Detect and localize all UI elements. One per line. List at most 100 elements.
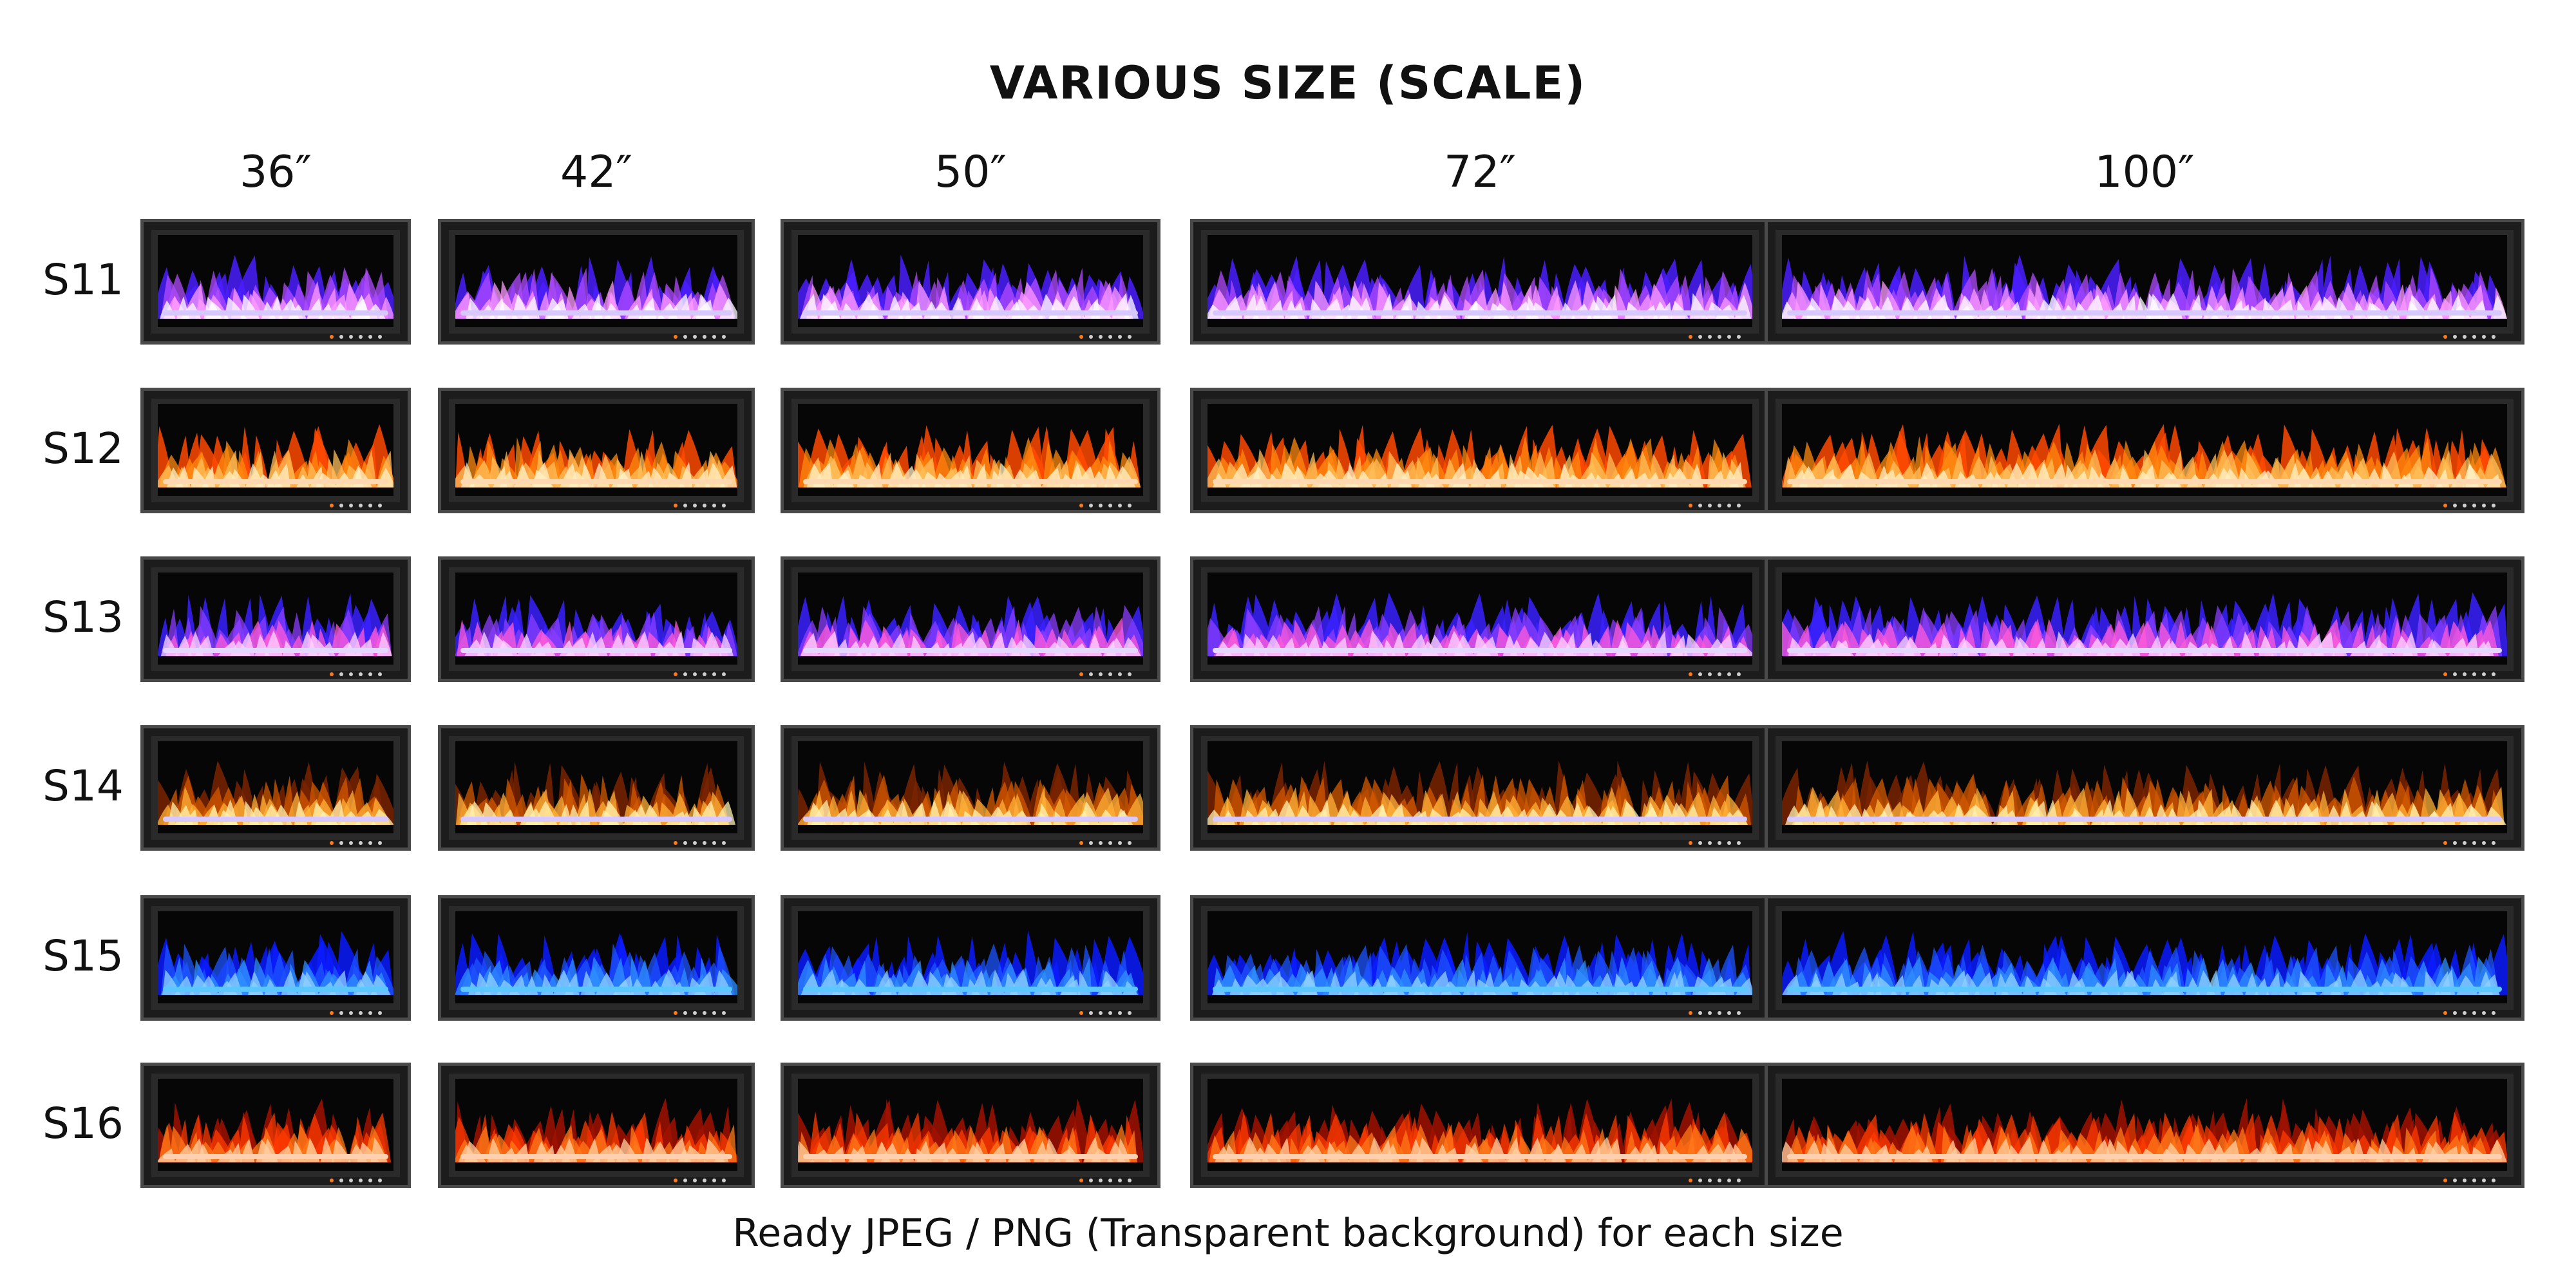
fireplace-image (1190, 895, 1770, 1021)
control-button-dot-icon (693, 1011, 697, 1015)
control-button-dot-icon (1128, 841, 1132, 845)
fireplace-screen (798, 235, 1143, 327)
fireplace-image (438, 388, 755, 513)
fireplace-screen (1782, 911, 2507, 1003)
row-label: S15 (43, 931, 124, 981)
control-button-dot-icon (1718, 1179, 1721, 1182)
control-button-dot-icon (722, 841, 726, 845)
control-button-dot-icon (683, 841, 687, 845)
fireplace-image (1765, 388, 2524, 513)
flame-graphic (158, 424, 393, 488)
control-button-dot-icon (339, 504, 343, 507)
control-button-dot-icon (1737, 1179, 1741, 1182)
control-button-dot-icon (349, 1011, 353, 1015)
control-button-dot-icon (722, 1179, 726, 1182)
control-button-dot-icon (722, 1011, 726, 1015)
ember-bed (1787, 1154, 2502, 1159)
control-button-dot-icon (359, 335, 363, 339)
control-button-dot-icon (1118, 1179, 1122, 1182)
indicator-led-icon (1079, 1179, 1083, 1182)
control-button-dot-icon (1727, 1011, 1731, 1015)
row-label: S16 (43, 1099, 124, 1148)
indicator-led-icon (330, 672, 334, 676)
control-button-dot-icon (368, 1011, 372, 1015)
fireplace-image (1765, 219, 2524, 345)
fireplace-screen (158, 741, 393, 833)
control-panel-dots (1079, 671, 1132, 677)
ember-bed (803, 648, 1138, 653)
fireplace-screen (455, 741, 737, 833)
control-button-dot-icon (349, 504, 353, 507)
indicator-led-icon (1689, 672, 1692, 676)
control-button-dot-icon (1737, 1011, 1741, 1015)
control-button-dot-icon (2463, 504, 2467, 507)
control-button-dot-icon (359, 672, 363, 676)
ember-bed (1213, 310, 1747, 316)
control-button-dot-icon (378, 841, 382, 845)
fireplace-image (1190, 219, 1770, 345)
control-button-dot-icon (359, 1011, 363, 1015)
control-button-dot-icon (683, 504, 687, 507)
control-button-dot-icon (1099, 504, 1103, 507)
fireplace-screen (798, 741, 1143, 833)
fireplace-image (140, 219, 411, 345)
fireplace-screen (1782, 1079, 2507, 1171)
fireplace-image (140, 1063, 411, 1188)
fireplace-image (1765, 1063, 2524, 1188)
control-button-dot-icon (1118, 1011, 1122, 1015)
fireplace-image (140, 895, 411, 1021)
indicator-led-icon (2443, 1011, 2447, 1015)
control-panel-dots (1079, 840, 1132, 846)
control-button-dot-icon (378, 504, 382, 507)
fireplace-image (1190, 725, 1770, 851)
fireplace-screen (455, 1079, 737, 1171)
control-button-dot-icon (2472, 504, 2476, 507)
flame-graphic (798, 596, 1143, 656)
control-button-dot-icon (1737, 335, 1741, 339)
ember-bed (460, 648, 732, 653)
flame-graphic (798, 254, 1143, 319)
fireplace-screen (1782, 235, 2507, 327)
fireplace-image (781, 895, 1160, 1021)
control-button-dot-icon (1108, 841, 1112, 845)
control-button-dot-icon (1089, 335, 1093, 339)
fireplace-image (781, 725, 1160, 851)
control-button-dot-icon (2492, 841, 2496, 845)
control-button-dot-icon (703, 672, 706, 676)
ember-bed (460, 479, 732, 484)
indicator-led-icon (1689, 335, 1692, 339)
control-panel-dots (1689, 840, 1741, 846)
control-button-dot-icon (683, 1179, 687, 1182)
control-button-dot-icon (1099, 335, 1103, 339)
control-button-dot-icon (1698, 1179, 1702, 1182)
ember-bed (1213, 1154, 1747, 1159)
control-button-dot-icon (722, 504, 726, 507)
row-label: S14 (43, 761, 124, 811)
fireplace-screen (455, 911, 737, 1003)
row-label: S11 (43, 255, 124, 305)
control-button-dot-icon (2492, 1011, 2496, 1015)
fireplace-screen (798, 911, 1143, 1003)
fireplace-screen (158, 404, 393, 496)
fireplace-screen (1782, 573, 2507, 665)
control-button-dot-icon (1108, 672, 1112, 676)
indicator-led-icon (1689, 1179, 1692, 1182)
control-panel-dots (1079, 334, 1132, 340)
control-button-dot-icon (2472, 335, 2476, 339)
control-button-dot-icon (2482, 672, 2486, 676)
control-button-dot-icon (2472, 1179, 2476, 1182)
control-button-dot-icon (1698, 504, 1702, 507)
indicator-led-icon (2443, 672, 2447, 676)
size-label: 72″ (1444, 147, 1516, 198)
control-button-dot-icon (2453, 841, 2457, 845)
control-button-dot-icon (2463, 672, 2467, 676)
ember-bed (460, 987, 732, 992)
control-button-dot-icon (2463, 841, 2467, 845)
control-button-dot-icon (1118, 841, 1122, 845)
control-button-dot-icon (378, 1179, 382, 1182)
ember-bed (1787, 479, 2502, 484)
control-button-dot-icon (693, 504, 697, 507)
ember-bed (1213, 479, 1747, 484)
control-button-dot-icon (1099, 1179, 1103, 1182)
control-button-dot-icon (1727, 335, 1731, 339)
